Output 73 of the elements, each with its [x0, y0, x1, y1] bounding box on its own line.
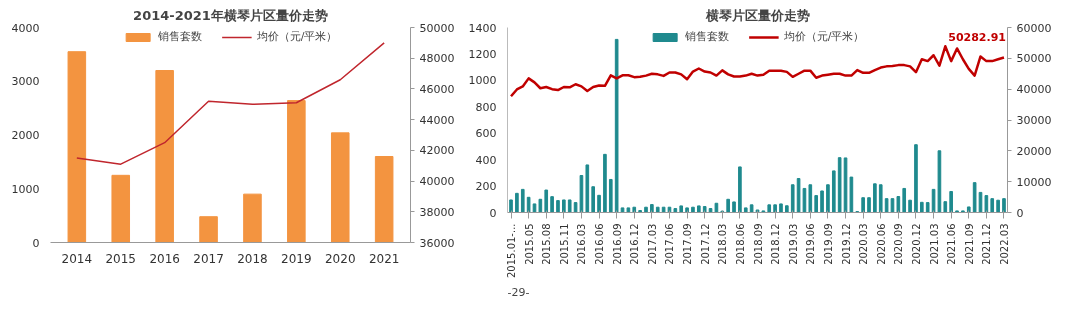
y2-tick-label: 36000 — [419, 236, 455, 250]
y-tick-label: 1400 — [468, 21, 497, 35]
x-tick-label: 2018.06 — [734, 223, 746, 265]
x-tick-label: 2019.06 — [805, 223, 817, 265]
x-tick-label: 2020.12 — [910, 223, 922, 265]
y-tick-label: 2000 — [11, 129, 40, 142]
x-tick-label: 2021 — [368, 251, 400, 266]
x-tick-label: 2020.09 — [893, 223, 905, 265]
y2-tick-label: 44000 — [419, 113, 455, 127]
y-tick-label: 0 — [32, 236, 40, 250]
x-tick-label: 2019 — [281, 251, 312, 266]
y-tick-label: 3000 — [11, 75, 40, 89]
y2-tick-label: 50000 — [1016, 52, 1052, 66]
y2-tick-label: 10000 — [1016, 175, 1052, 189]
x-tick-label: 2016.09 — [611, 223, 623, 265]
x-tick-label: 2015 — [105, 251, 137, 266]
y-tick-label: 1000 — [468, 74, 497, 88]
y2-tick-label: 50000 — [419, 21, 455, 35]
x-tick-label: 2021.03 — [928, 223, 940, 265]
y-tick-label: 1000 — [11, 182, 40, 196]
x-tick-label: 2019.12 — [840, 223, 852, 265]
y2-tick-label: 30000 — [1016, 114, 1052, 127]
x-tick-label: 2017.12 — [699, 223, 711, 265]
legend-label: 销售套数 — [157, 29, 202, 44]
text: -29- — [507, 285, 530, 299]
y-tick-label: 600 — [475, 127, 497, 141]
y2-tick-label: 48000 — [419, 52, 455, 66]
x-tick-label: 2018.03 — [717, 223, 729, 265]
x-tick-label: 2021.12 — [981, 223, 993, 265]
y2-tick-label: 42000 — [419, 144, 455, 158]
x-tick-label: 2020.06 — [875, 223, 887, 265]
x-tick-label: 2017 — [193, 251, 224, 266]
y2-tick-label: 40000 — [1016, 83, 1052, 97]
x-tick-label: 2014 — [61, 251, 93, 266]
x-tick-label: 2015.08 — [541, 223, 553, 265]
legend-label: 销售套数 — [684, 29, 729, 44]
y-tick-label: 200 — [475, 180, 497, 194]
y-tick-label: 4000 — [11, 21, 40, 35]
x-tick-label: 2021.09 — [963, 223, 975, 265]
chart-title: 2014-2021年横琴片区量价走势 — [133, 7, 328, 23]
x-tick-label: 2021.06 — [946, 223, 958, 265]
x-tick-label: 2019.09 — [822, 223, 834, 265]
x-tick-label: 2015.05 — [523, 223, 535, 265]
y-tick-label: 800 — [475, 100, 497, 114]
data-label: 50282.91 — [948, 31, 1006, 45]
y2-tick-label: 0 — [1016, 206, 1024, 220]
y2-tick-label: 46000 — [419, 82, 455, 96]
y2-tick-label: 38000 — [419, 205, 455, 219]
x-tick-label: 2022.03 — [998, 223, 1010, 265]
x-tick-label: 2018.12 — [770, 223, 782, 265]
legend-label: 均价（元/平米） — [256, 29, 338, 44]
x-tick-label: 2017.06 — [664, 223, 676, 265]
x-tick-label: 2017.03 — [646, 223, 658, 265]
x-tick-label: 2016.06 — [594, 223, 606, 265]
y-tick-label: 400 — [475, 153, 497, 167]
legend-label: 均价（元/平米） — [783, 29, 865, 44]
x-tick-label: 2018 — [237, 251, 268, 266]
x-tick-label: 2020 — [324, 251, 356, 266]
y2-tick-label: 20000 — [1016, 144, 1052, 158]
y2-tick-label: 40000 — [419, 175, 455, 189]
x-tick-label: 2019.03 — [787, 223, 799, 265]
x-tick-label: 2020.03 — [858, 223, 870, 265]
x-tick-label: 2016 — [149, 251, 180, 266]
y-tick-label: 1200 — [468, 47, 497, 61]
x-tick-label: 2015.01-... — [506, 223, 518, 278]
x-tick-label: 2015.11 — [558, 223, 570, 265]
x-tick-label: 2016.03 — [576, 223, 588, 265]
chart-title: 横琴片区量价走势 — [704, 7, 810, 23]
y2-tick-label: 60000 — [1016, 21, 1052, 35]
x-tick-label: 2016.12 — [629, 223, 641, 265]
x-tick-label: 2017.09 — [682, 223, 694, 265]
y-tick-label: 0 — [489, 206, 497, 220]
x-tick-label: 2018.09 — [752, 223, 764, 265]
